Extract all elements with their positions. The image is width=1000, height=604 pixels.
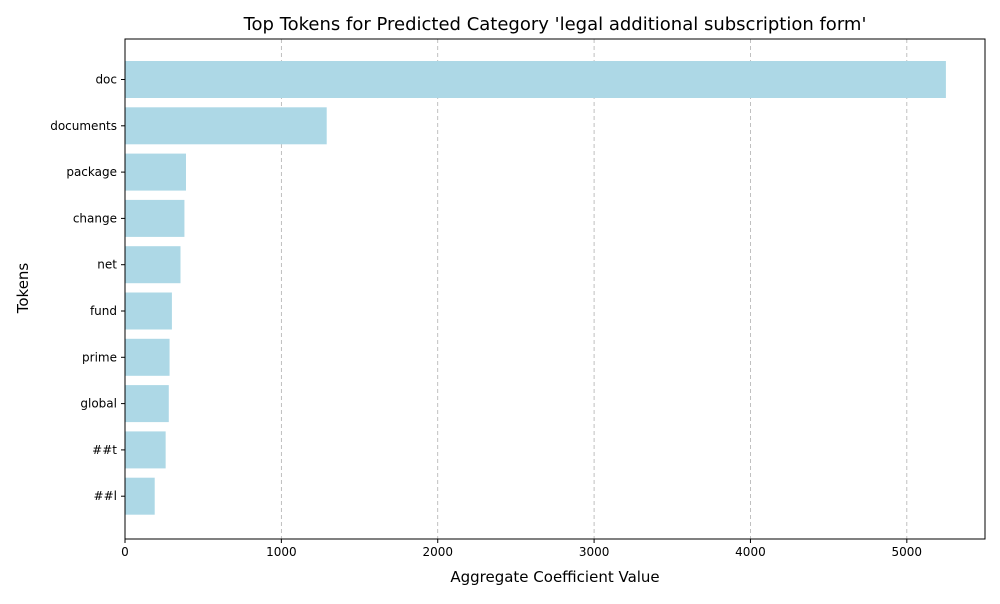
y-tick-label: ##t (92, 443, 117, 457)
x-tick-label: 3000 (579, 545, 610, 559)
y-tick-label: documents (50, 119, 117, 133)
y-tick-label: net (97, 258, 117, 272)
bar-fund (125, 292, 172, 330)
x-tick-label: 0 (121, 545, 129, 559)
x-tick-label: 2000 (422, 545, 453, 559)
bar-package (125, 153, 186, 191)
y-tick-label: package (66, 165, 117, 179)
x-axis-title: Aggregate Coefficient Value (450, 568, 659, 586)
y-tick-label: doc (95, 73, 117, 87)
y-axis-title: Tokens (14, 263, 32, 315)
x-tick-label: 4000 (735, 545, 766, 559)
bar-prime (125, 338, 170, 376)
y-tick-label: change (73, 211, 117, 225)
x-tick-label: 1000 (266, 545, 297, 559)
plot-frame (124, 38, 986, 540)
bar-documents (125, 107, 327, 145)
bar-t-subword (125, 431, 166, 469)
y-tick-label: global (80, 397, 117, 411)
bar-net (125, 246, 181, 284)
bar-change (125, 199, 185, 237)
bar-global (125, 385, 169, 423)
y-tick-label: prime (82, 350, 117, 364)
bars (125, 61, 946, 515)
y-axis-ticks: doc documents package change net fund prime glo… (50, 73, 125, 503)
bar-l-subword (125, 477, 155, 515)
y-tick-label: ##l (94, 489, 117, 503)
bar-doc (125, 61, 946, 98)
x-axis-ticks: 0 1000 2000 3000 4000 5000 (121, 539, 922, 559)
y-tick-label: fund (90, 304, 117, 318)
chart-title: Top Tokens for Predicted Category 'legal… (243, 14, 867, 35)
x-tick-label: 5000 (892, 545, 923, 559)
